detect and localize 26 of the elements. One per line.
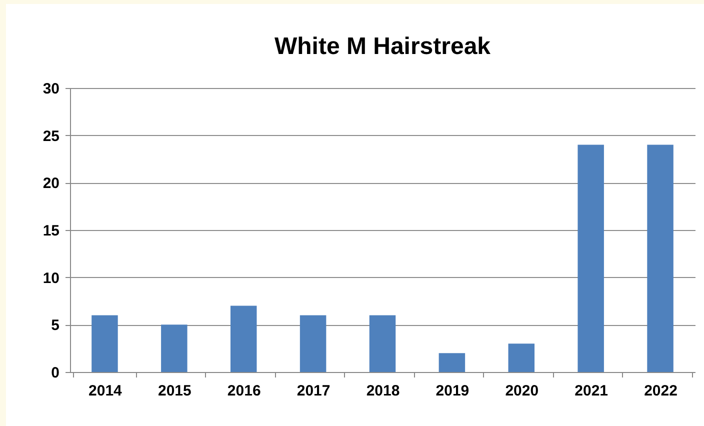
x-tick-label: 2018 bbox=[366, 382, 400, 400]
y-tick-label: 30 bbox=[42, 80, 60, 98]
bar bbox=[230, 306, 257, 372]
y-tick-label: 25 bbox=[42, 128, 60, 145]
bar bbox=[578, 144, 604, 372]
y-tick-label: 15 bbox=[42, 222, 60, 240]
y-tick-label: 5 bbox=[51, 317, 60, 334]
x-tick-label: 2019 bbox=[436, 382, 470, 400]
y-tick-label: 20 bbox=[42, 175, 60, 192]
bar bbox=[300, 315, 326, 372]
x-tick-label: 2016 bbox=[227, 382, 261, 400]
x-tick-label: 2015 bbox=[158, 382, 192, 400]
bar bbox=[508, 344, 535, 372]
y-tick-label: 10 bbox=[42, 270, 60, 287]
bar bbox=[647, 144, 674, 372]
bar bbox=[161, 324, 188, 372]
bar bbox=[369, 315, 396, 372]
x-tick-label: 2021 bbox=[574, 382, 608, 400]
bar bbox=[438, 353, 466, 372]
x-tick-label: 2014 bbox=[88, 382, 123, 400]
bar bbox=[92, 315, 118, 372]
x-tick-label: 2017 bbox=[296, 382, 330, 400]
x-tick-label: 2022 bbox=[644, 382, 678, 400]
x-tick-label: 2020 bbox=[505, 382, 539, 400]
chart-title: White M Hairstreak bbox=[274, 33, 492, 60]
y-tick-label: 0 bbox=[51, 364, 60, 382]
